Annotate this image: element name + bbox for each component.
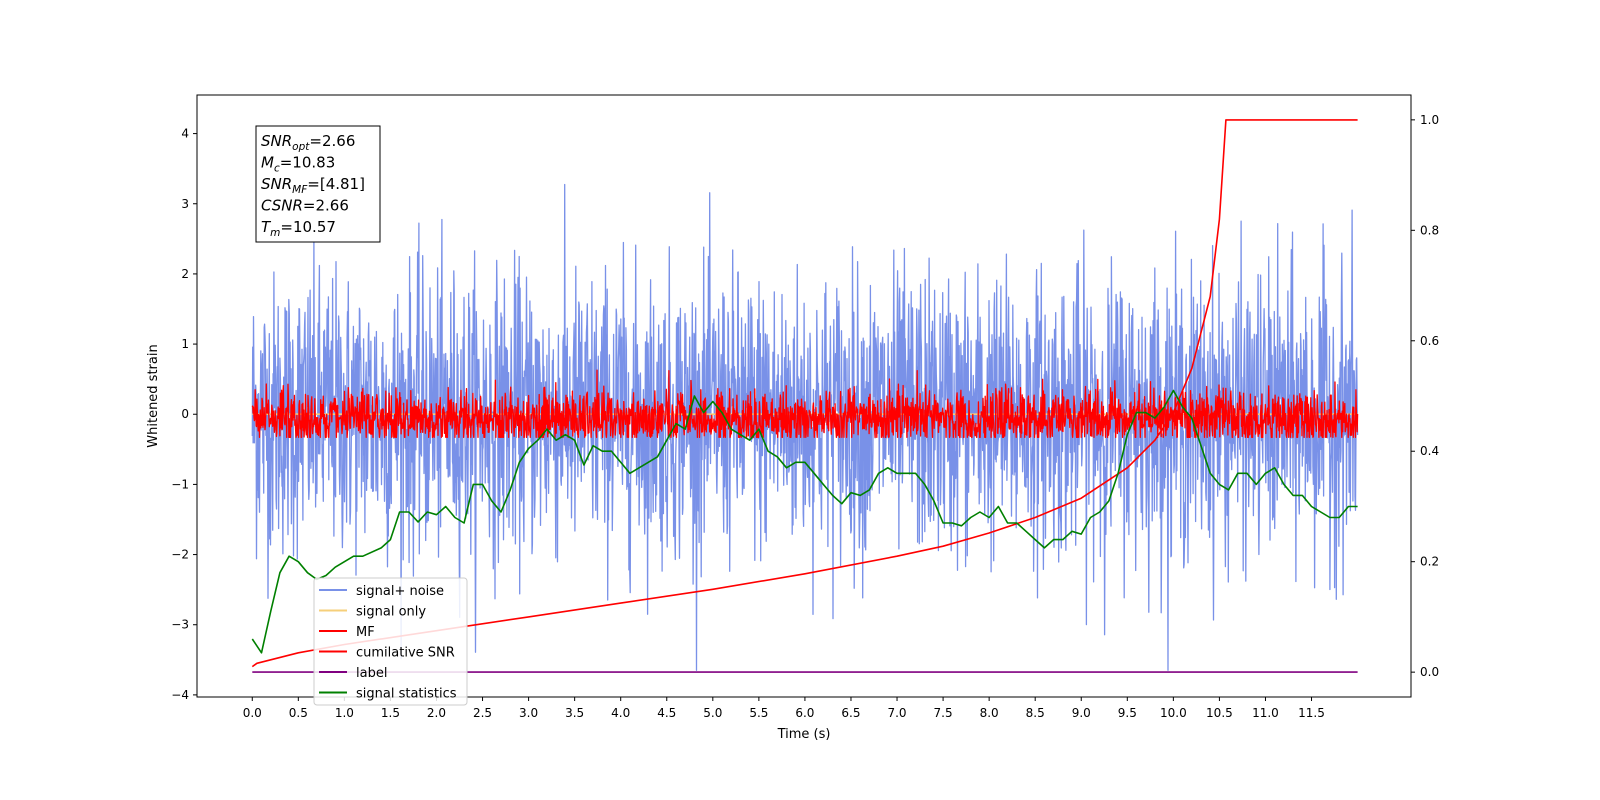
x-tick-label: 5.5 <box>749 706 768 720</box>
x-tick-label: 4.0 <box>611 706 630 720</box>
x-tick-label: 1.5 <box>381 706 400 720</box>
annotation-line: SNRopt=2.66 <box>261 132 355 153</box>
annotation-frame <box>255 125 381 243</box>
axes-frame <box>196 94 1412 698</box>
x-tick-label: 11.5 <box>1298 706 1325 720</box>
x-tick-label: 3.5 <box>565 706 584 720</box>
x-tick-label: 4.5 <box>657 706 676 720</box>
x-tick-label: 6.5 <box>841 706 860 720</box>
y-left-tick-label: 4 <box>181 127 189 141</box>
y-axis-label: Whitened strain <box>146 344 161 447</box>
x-tick-label: 11.0 <box>1252 706 1279 720</box>
legend-label: cumilative SNR <box>356 646 455 661</box>
legend-label: signal+ noise <box>356 584 444 599</box>
axes <box>196 94 1412 698</box>
legend-label: label <box>356 666 387 681</box>
y-left-tick-label: 2 <box>181 267 189 281</box>
x-tick-label: 1.0 <box>335 706 354 720</box>
annotation-box: SNRopt=2.66Mc=10.83SNRMF=[4.81]CSNR=2.66… <box>255 125 381 243</box>
y-right-tick-label: 0.2 <box>1420 555 1439 569</box>
y-right-tick-label: 0.8 <box>1420 223 1439 237</box>
ticks: 0.0 0.5 1.0 1.5 2.0 2.5 3.0 3.5 4.0 4.5 5.0 5.5 6.0 6… <box>171 113 1439 720</box>
x-tick-label: 8.5 <box>1026 706 1045 720</box>
x-tick-label: 2.0 <box>427 706 446 720</box>
legend-frame <box>313 577 468 706</box>
y-left-tick-label: −2 <box>171 548 189 562</box>
x-tick-label: 0.0 <box>243 706 262 720</box>
y-left-tick-label: −4 <box>171 688 189 702</box>
annotation-line: SNRMF=[4.81] <box>261 175 365 196</box>
y-left-tick-label: 3 <box>181 197 189 211</box>
x-tick-label: 2.5 <box>473 706 492 720</box>
x-tick-label: 10.5 <box>1206 706 1233 720</box>
legend-label: signal only <box>356 605 426 620</box>
y-right-tick-label: 0.0 <box>1420 665 1439 679</box>
y-left-tick-label: 1 <box>181 337 189 351</box>
legend-label: MF <box>356 625 375 640</box>
y-right-tick-label: 1.0 <box>1420 113 1439 127</box>
x-tick-label: 3.0 <box>519 706 538 720</box>
x-tick-label: 8.0 <box>980 706 999 720</box>
y-right-tick-label: 0.4 <box>1420 444 1439 458</box>
legend: signal+ noise signal only MF cumilative SNR… <box>313 577 468 706</box>
x-tick-label: 6.0 <box>795 706 814 720</box>
annotation-line: CSNR=2.66 <box>261 197 349 215</box>
x-tick-label: 7.5 <box>934 706 953 720</box>
y-left-tick-label: 0 <box>181 407 189 421</box>
series-mf <box>251 369 1359 439</box>
y-left-tick-label: −3 <box>171 618 189 632</box>
series-signal-statistics <box>251 389 1358 654</box>
x-tick-label: 7.0 <box>887 706 906 720</box>
annotation-line: Tm=10.57 <box>261 218 336 239</box>
x-axis-label: Time (s) <box>777 727 831 742</box>
x-tick-label: 10.0 <box>1160 706 1187 720</box>
x-tick-label: 9.0 <box>1072 706 1091 720</box>
legend-label: signal statistics <box>356 687 457 702</box>
x-tick-label: 0.5 <box>289 706 308 720</box>
y-left-tick-label: −1 <box>171 477 189 491</box>
annotation-line: Mc=10.83 <box>261 154 335 175</box>
x-tick-label: 5.0 <box>703 706 722 720</box>
y-right-tick-label: 0.6 <box>1420 334 1439 348</box>
x-tick-label: 9.5 <box>1118 706 1137 720</box>
